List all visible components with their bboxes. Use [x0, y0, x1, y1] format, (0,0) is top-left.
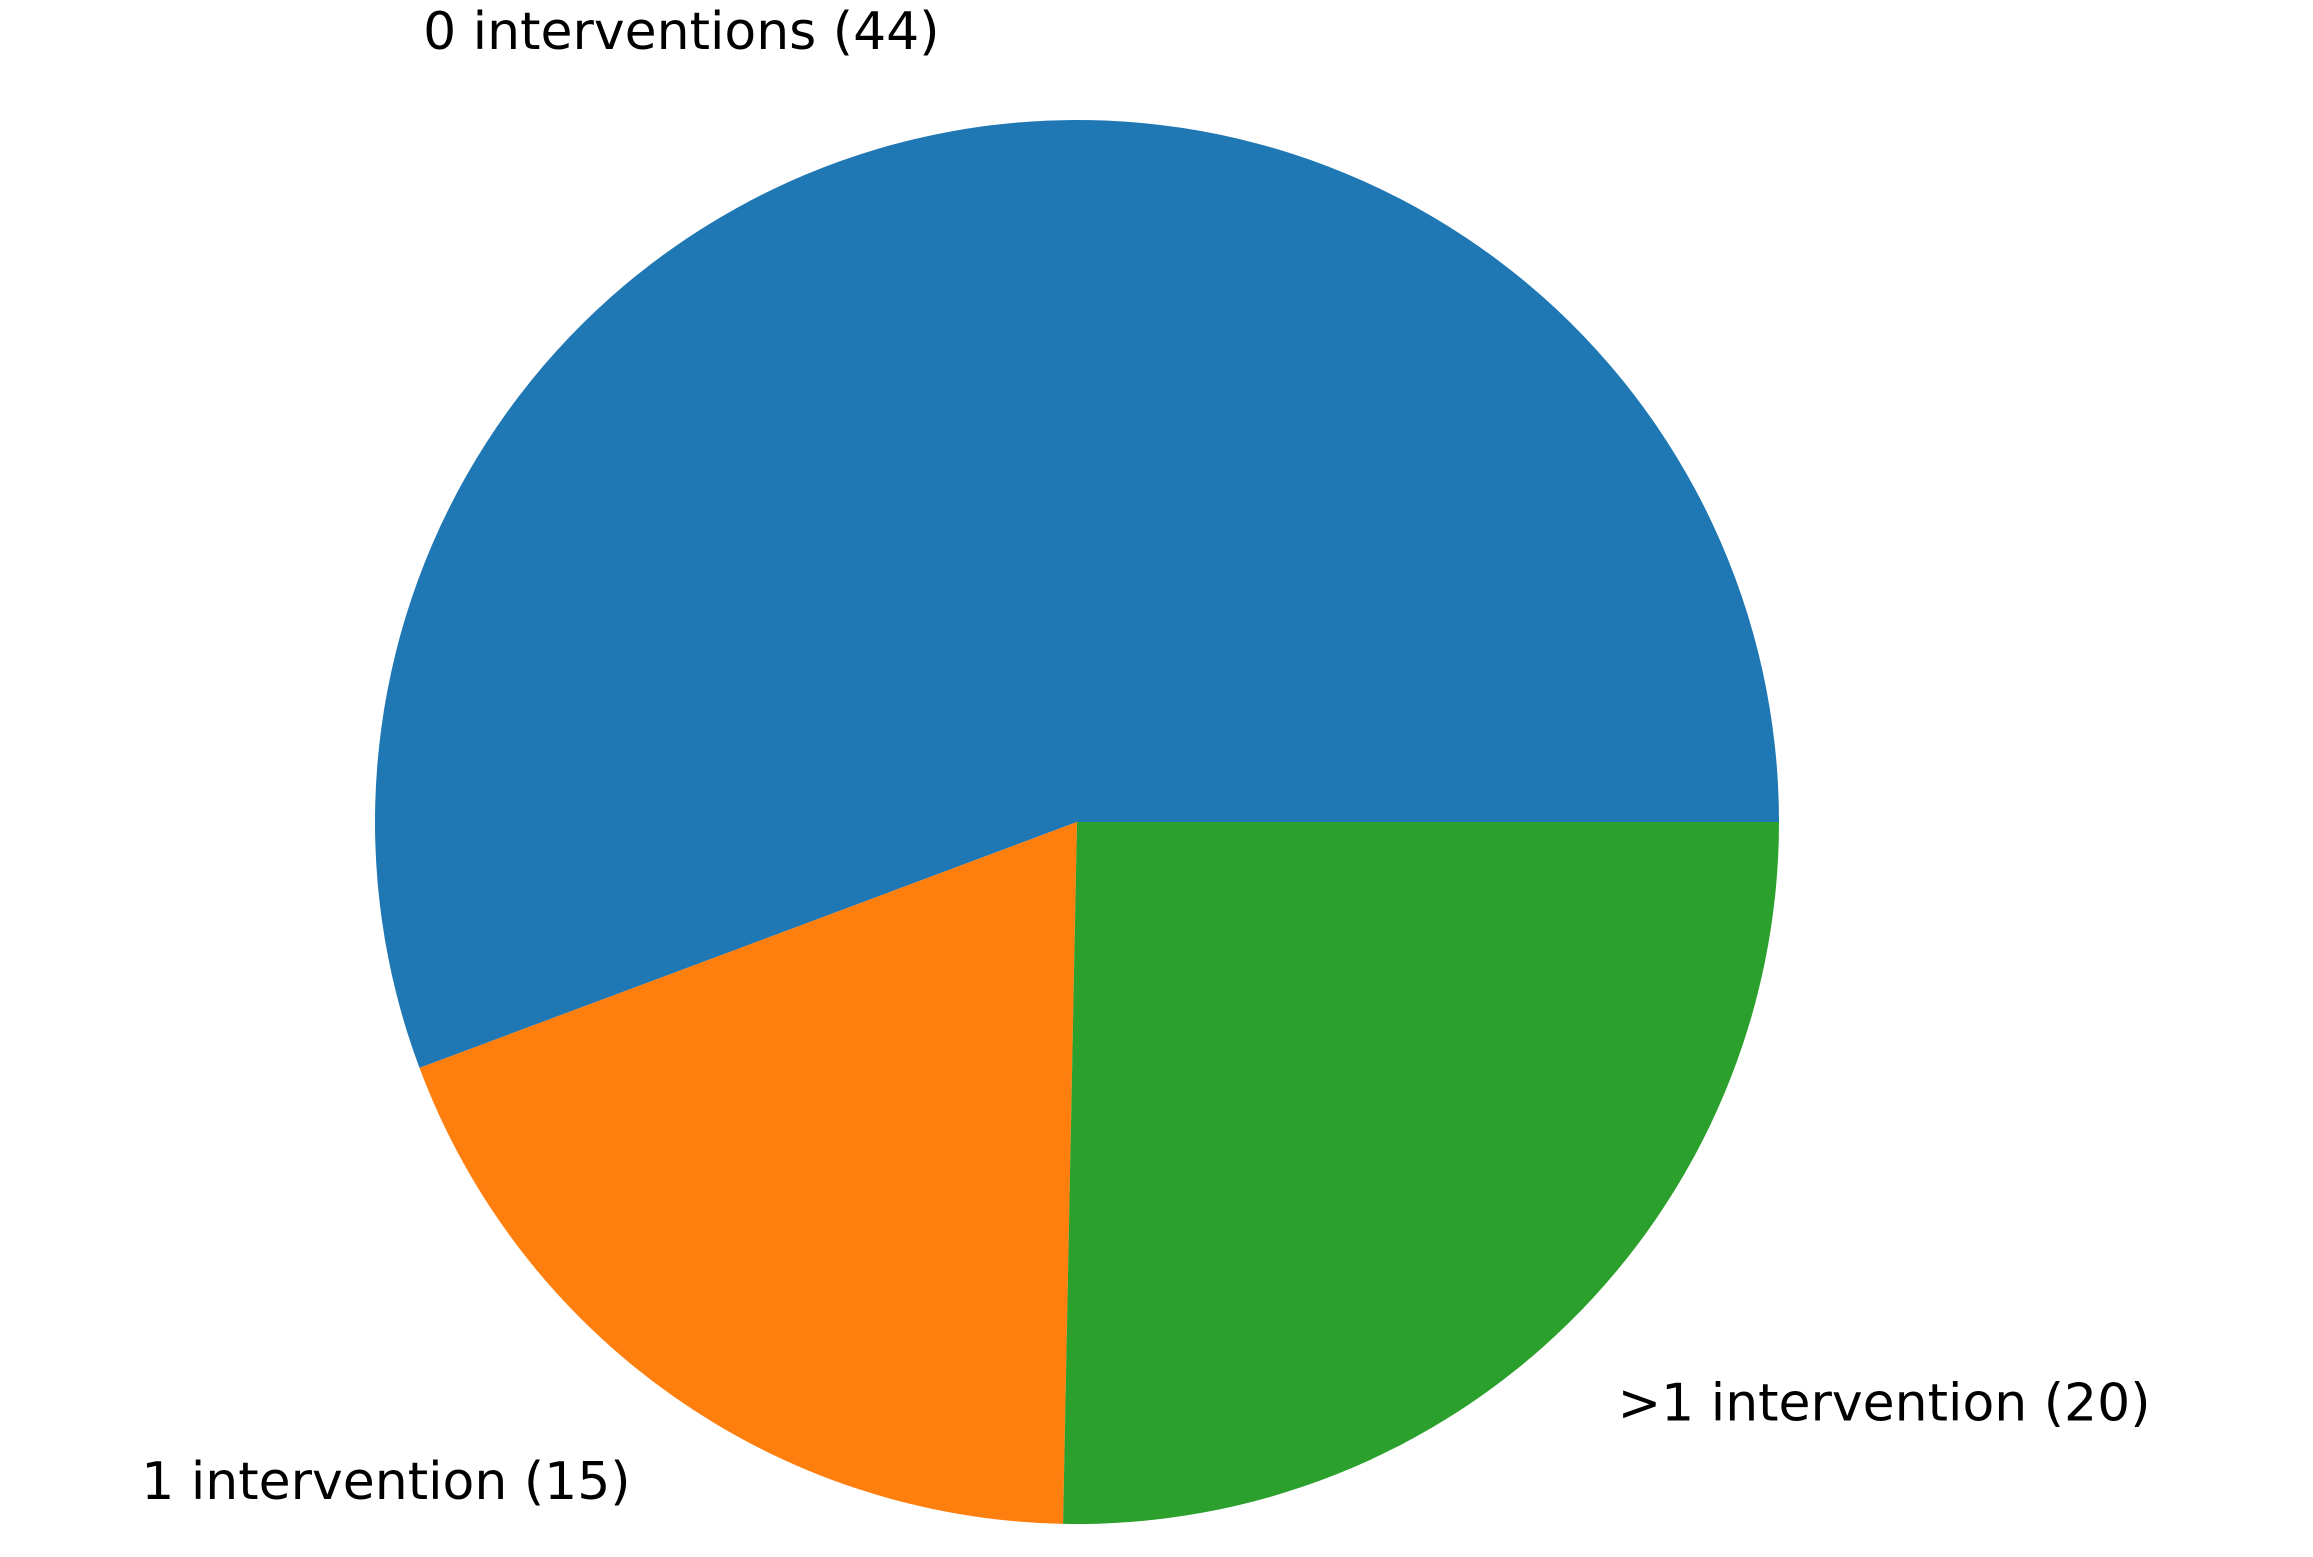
pie-slice [375, 120, 1780, 1068]
slice-label: 0 interventions (44) [423, 2, 939, 62]
pie-slice [419, 822, 1077, 1524]
slice-label: >1 intervention (20) [1618, 1373, 2151, 1433]
pie-slice [1063, 822, 1779, 1524]
slice-label: 1 intervention (15) [141, 1452, 630, 1512]
